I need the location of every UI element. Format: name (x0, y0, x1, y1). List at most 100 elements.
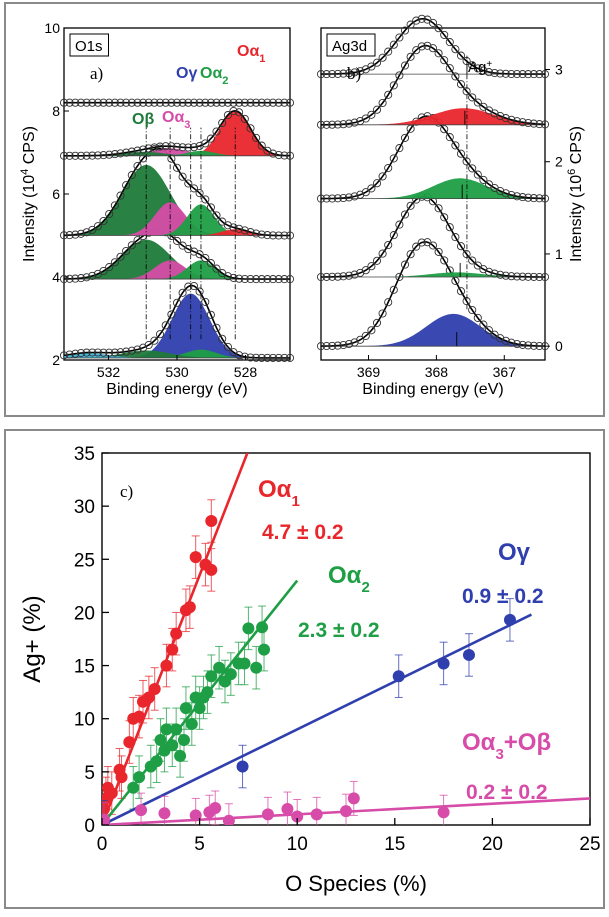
y-tick-label: 4 (52, 269, 60, 285)
data-point (105, 263, 114, 272)
data-point (280, 353, 289, 362)
series-label-subscript: 1 (291, 493, 299, 510)
component-peak (321, 108, 545, 125)
data-point (473, 98, 482, 107)
data-point (496, 186, 505, 196)
data-point (507, 115, 516, 124)
data-point (400, 260, 410, 269)
data-point (490, 269, 499, 278)
data-point (512, 272, 522, 281)
data-point (174, 749, 187, 762)
data-point (281, 803, 294, 816)
data-point (206, 259, 215, 268)
data-point (155, 142, 165, 151)
data-point (205, 670, 218, 683)
y-tick-label: 20 (74, 603, 95, 624)
slope-value: 4.7 ± 0.2 (262, 521, 344, 544)
data-point (350, 338, 359, 347)
data-point (484, 68, 494, 77)
data-point (116, 252, 125, 261)
data-point (529, 272, 538, 281)
data-point (189, 551, 202, 564)
data-point (206, 203, 215, 212)
ag-plus-annotation: Ag+ (468, 59, 492, 77)
data-point (206, 134, 215, 143)
data-point (229, 106, 238, 116)
data-point (246, 274, 255, 284)
data-point (93, 222, 102, 231)
data-point (172, 163, 182, 172)
data-point (229, 98, 238, 107)
data-point (65, 350, 74, 359)
data-point (110, 258, 119, 267)
data-point (507, 338, 516, 347)
data-point (501, 114, 510, 123)
data-point (268, 275, 278, 284)
component-peak (64, 260, 290, 280)
slope-value: 0.9 ± 0.2 (462, 585, 544, 608)
data-point (76, 229, 86, 238)
data-point (223, 342, 232, 351)
data-point (529, 119, 538, 128)
data-point (59, 98, 69, 107)
peak-label-greek: α (174, 109, 184, 126)
data-point (501, 336, 510, 345)
data-point (170, 723, 183, 736)
data-point (88, 225, 97, 234)
data-point (224, 668, 237, 681)
y-axis-label: Intensity (106 CPS) (566, 126, 585, 262)
data-point (496, 111, 505, 121)
data-point (127, 346, 136, 355)
data-point (280, 231, 289, 240)
data-point (212, 127, 221, 136)
data-point (205, 563, 218, 576)
data-point (378, 309, 387, 318)
data-point (456, 51, 466, 60)
data-point (123, 736, 136, 749)
data-point (496, 69, 505, 78)
series-label-extra: +Oβ (504, 729, 551, 756)
data-point (223, 111, 232, 120)
data-point (496, 334, 505, 343)
data-point (172, 98, 182, 107)
data-point (184, 143, 193, 152)
y-tick-label: 1 (555, 246, 563, 262)
data-point (88, 98, 97, 107)
data-point (178, 143, 187, 152)
data-point (328, 69, 337, 79)
plot-area (101, 452, 591, 826)
x-tick-label: 0 (97, 834, 108, 855)
data-point (333, 341, 342, 350)
data-point (127, 147, 136, 156)
data-point (285, 353, 295, 362)
data-point (116, 348, 125, 357)
data-point (389, 154, 398, 163)
data-point (172, 142, 182, 151)
panel-label: b) (347, 64, 361, 83)
y-tick-label: 2 (555, 154, 563, 170)
data-point (434, 247, 443, 256)
data-point (82, 228, 91, 237)
component-peak (64, 111, 290, 156)
data-point (473, 170, 482, 179)
data-point (350, 118, 359, 127)
data-point (99, 266, 108, 276)
peak-label-main: O (132, 111, 144, 128)
series-label-subscript: 3 (495, 746, 503, 763)
component-peak (64, 165, 290, 236)
data-point (524, 341, 533, 350)
data-point (133, 146, 142, 155)
data-point (333, 120, 342, 129)
data-point (144, 340, 153, 350)
data-point (479, 320, 488, 329)
data-point (167, 142, 176, 151)
data-point (490, 68, 499, 78)
data-point (201, 139, 210, 148)
data-point (133, 345, 142, 354)
data-point (261, 808, 274, 821)
x-axis-label: Binding energy (eV) (362, 381, 503, 398)
peak-label-subscript: 3 (184, 119, 190, 131)
data-point (133, 236, 142, 245)
data-point (195, 250, 204, 259)
data-point (201, 686, 214, 699)
